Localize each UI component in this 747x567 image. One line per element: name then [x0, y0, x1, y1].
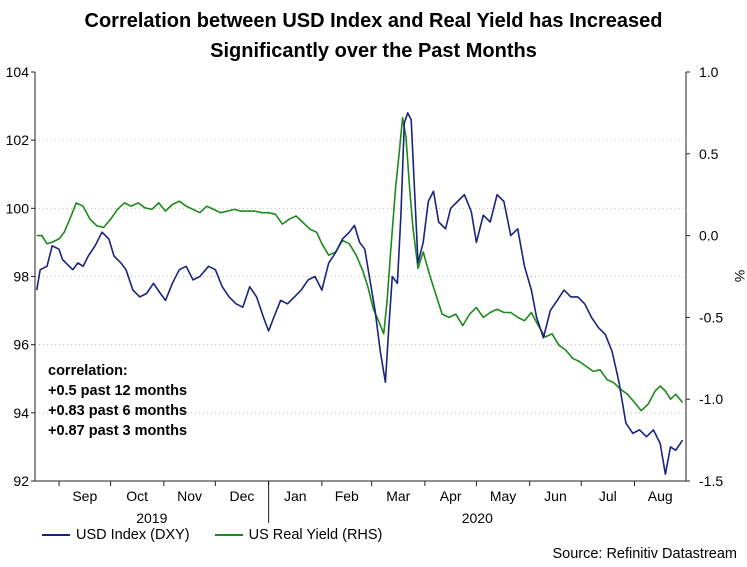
- x-month-label: Jun: [544, 488, 567, 504]
- y-right-tick-label: -0.5: [699, 309, 723, 325]
- x-year-label: 2020: [462, 510, 493, 526]
- legend: USD Index (DXY) US Real Yield (RHS): [42, 527, 407, 543]
- y-right-tick-label: 0.5: [699, 146, 719, 162]
- y-right-tick-label: -1.0: [699, 391, 723, 407]
- axes: [31, 71, 690, 523]
- y-right-axis-label: %: [732, 270, 747, 282]
- y-right-tick-label: -1.5: [699, 473, 723, 489]
- x-month-label: Oct: [126, 488, 148, 504]
- legend-item-real-yield: US Real Yield (RHS): [214, 527, 383, 543]
- chart-title-line-2: Significantly over the Past Months: [210, 40, 537, 62]
- legend-label-real-yield: US Real Yield (RHS): [248, 527, 383, 543]
- x-month-label: Apr: [440, 488, 462, 504]
- usd-index-line: [35, 112, 684, 476]
- correlation-heading: correlation:: [48, 363, 128, 379]
- y-right-tick-label: 1.0: [699, 64, 719, 80]
- x-month-label: May: [490, 488, 516, 504]
- legend-swatch-usd: [42, 534, 70, 536]
- chart-title: Correlation between USD Index and Real Y…: [0, 6, 747, 66]
- y-right-tick-label: 0.0: [699, 228, 719, 244]
- legend-item-usd: USD Index (DXY): [42, 527, 190, 543]
- correlation-12m: +0.5 past 12 months: [48, 383, 188, 399]
- chart-title-line-1: Correlation between USD Index and Real Y…: [84, 10, 663, 32]
- x-month-label: Nov: [177, 488, 202, 504]
- axis-labels: 92 94 96 98 100 102 104 -1.5 -1.0 -0.5 0.0 0.5 1.0% S…: [6, 64, 747, 526]
- x-month-label: Aug: [648, 488, 673, 504]
- correlation-6m: +0.83 past 6 months: [48, 403, 188, 419]
- y-left-tick-label: 92: [13, 473, 29, 489]
- y-left-tick-label: 98: [13, 269, 29, 285]
- x-month-label: Mar: [386, 488, 410, 504]
- x-month-label: Jul: [599, 488, 617, 504]
- y-left-tick-label: 94: [13, 405, 29, 421]
- y-left-tick-label: 104: [6, 64, 30, 80]
- x-month-label: Dec: [230, 488, 255, 504]
- series-lines: [35, 112, 684, 476]
- y-left-tick-label: 96: [13, 337, 29, 353]
- gridlines: [35, 139, 686, 414]
- legend-swatch-real-yield: [214, 534, 243, 536]
- x-month-label: Jan: [284, 488, 307, 504]
- correlation-3m: +0.87 past 3 months: [48, 423, 188, 439]
- y-left-tick-label: 100: [6, 200, 30, 216]
- x-year-label: 2019: [136, 510, 167, 526]
- legend-label-usd: USD Index (DXY): [76, 527, 190, 543]
- correlation-annotation: correlation: +0.5 past 12 months +0.83 p…: [48, 361, 187, 441]
- source-note: Source: Refinitiv Datastream: [552, 546, 737, 562]
- real-yield-line: [36, 117, 684, 412]
- y-left-tick-label: 102: [6, 132, 30, 148]
- x-month-label: Feb: [335, 488, 359, 504]
- x-month-label: Sep: [72, 488, 97, 504]
